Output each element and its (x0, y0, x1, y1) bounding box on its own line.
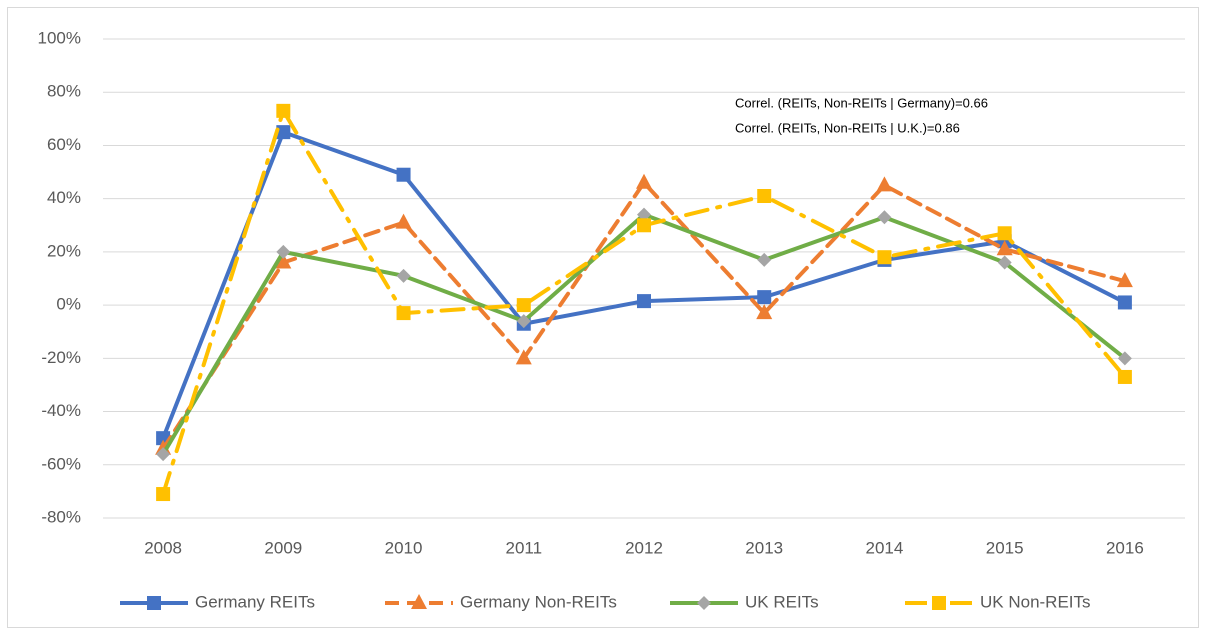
marker (275, 253, 292, 269)
y-tick-label: 60% (47, 135, 81, 154)
marker (276, 103, 291, 118)
annotation: Correl. (REITs, Non-REITs | U.K.)=0.86 (735, 120, 960, 135)
marker (637, 207, 651, 222)
legend-marker (147, 596, 161, 610)
x-tick-label: 2013 (745, 538, 783, 557)
marker (276, 125, 291, 140)
y-tick-label: -40% (41, 401, 81, 420)
y-tick-label: -80% (41, 507, 81, 526)
series-line (161, 180, 1127, 451)
marker (997, 255, 1012, 270)
chart-border (7, 7, 1199, 628)
legend-label: UK Non-REITs (980, 592, 1091, 611)
y-tick-label: -60% (41, 454, 81, 473)
x-tick-label: 2012 (625, 538, 663, 557)
marker (877, 250, 892, 265)
marker (996, 240, 1013, 256)
marker (396, 167, 411, 182)
marker (757, 252, 772, 267)
legend-marker (697, 596, 711, 610)
marker (516, 298, 531, 313)
y-tick-label: 40% (47, 188, 81, 207)
marker (516, 314, 531, 329)
y-tick-label: 0% (56, 295, 81, 314)
legend-label: Germany Non-REITs (460, 592, 617, 611)
marker (1116, 272, 1133, 288)
marker (515, 349, 532, 365)
legend-marker (932, 596, 946, 610)
marker (276, 244, 291, 259)
y-tick-label: -20% (41, 348, 81, 367)
marker (396, 306, 411, 321)
marker (757, 189, 772, 204)
x-tick-label: 2015 (986, 538, 1024, 557)
marker (1117, 295, 1132, 310)
marker (757, 290, 772, 305)
marker (997, 226, 1012, 241)
y-tick-label: 20% (47, 241, 81, 260)
x-tick-label: 2011 (505, 538, 542, 557)
marker (395, 213, 412, 229)
annotation: Correl. (REITs, Non-REITs | Germany)=0.6… (735, 95, 988, 110)
x-tick-label: 2014 (866, 538, 904, 557)
legend-marker (411, 594, 427, 609)
marker (876, 176, 893, 192)
marker (1117, 351, 1132, 366)
marker (637, 218, 651, 233)
x-tick-label: 2010 (385, 538, 423, 557)
x-tick-label: 2008 (144, 538, 182, 557)
marker (1117, 369, 1132, 384)
marker (637, 294, 651, 309)
y-tick-label: 100% (38, 28, 81, 47)
marker (636, 173, 652, 189)
x-tick-label: 2009 (264, 538, 302, 557)
marker (877, 210, 892, 225)
marker (396, 268, 411, 283)
legend-label: UK REITs (745, 592, 819, 611)
marker (756, 304, 773, 320)
y-tick-label: 80% (47, 82, 81, 101)
legend-label: Germany REITs (195, 592, 315, 611)
marker (156, 487, 171, 502)
marker (156, 447, 171, 462)
x-tick-label: 2016 (1106, 538, 1144, 557)
